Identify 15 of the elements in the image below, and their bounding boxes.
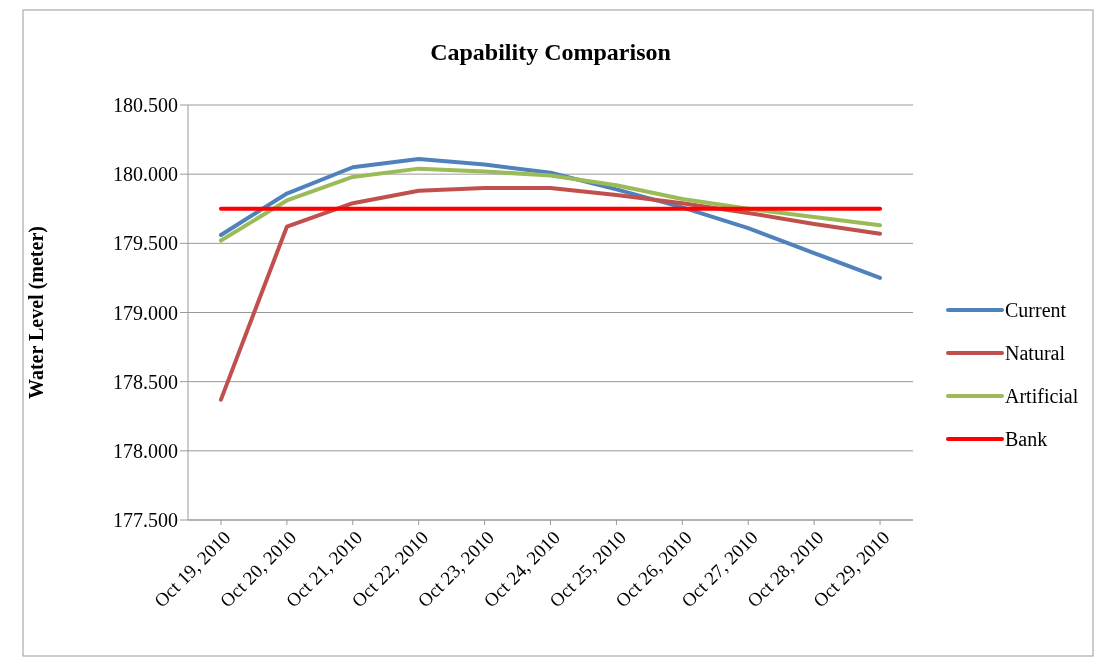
- legend-label: Bank: [1005, 428, 1048, 450]
- y-tick-label: 179.500: [113, 232, 178, 255]
- chart-title: Capability Comparison: [430, 39, 671, 65]
- line-series: [218, 166, 883, 243]
- y-tick-label: 177.500: [113, 509, 178, 531]
- legend-label: Current: [1005, 299, 1067, 321]
- y-tick-label: 180.000: [113, 163, 178, 186]
- y-tick-label: 179.000: [113, 301, 178, 324]
- y-axis-title: Water Level (meter): [25, 226, 48, 399]
- legend-label: Natural: [1005, 342, 1066, 364]
- legend-label: Artificial: [1005, 385, 1079, 407]
- line-series: [218, 186, 883, 402]
- y-tick-label: 178.500: [113, 370, 178, 393]
- y-tick-label: 180.500: [113, 94, 178, 116]
- y-tick-label: 178.000: [113, 439, 178, 462]
